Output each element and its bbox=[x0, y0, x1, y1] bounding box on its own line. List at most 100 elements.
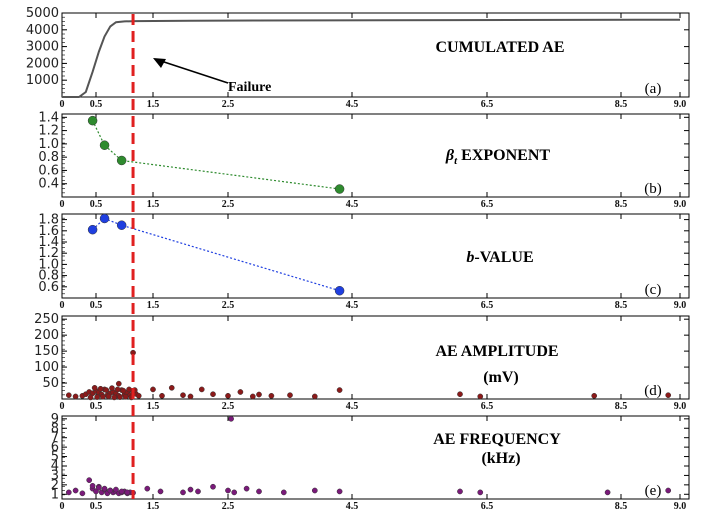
x-tick-label: 0.5 bbox=[90, 300, 103, 311]
y-tick-label: 1.0 bbox=[38, 257, 59, 272]
y-tick-label: 1 bbox=[51, 487, 59, 502]
x-tick-label: 8.5 bbox=[615, 300, 628, 311]
y-tick-label: 50 bbox=[42, 376, 59, 391]
y-tick-label: 4000 bbox=[26, 23, 59, 38]
data-point bbox=[311, 393, 318, 400]
data-point bbox=[79, 490, 86, 497]
data-point bbox=[144, 485, 151, 492]
y-tick-label: 250 bbox=[34, 312, 59, 327]
data-point bbox=[180, 392, 186, 399]
x-tick-label: 1.5 bbox=[147, 199, 160, 210]
data-point bbox=[93, 488, 99, 495]
data-point bbox=[187, 393, 194, 400]
data-point bbox=[117, 394, 123, 400]
data-point bbox=[457, 391, 463, 398]
data-point bbox=[477, 393, 484, 400]
y-tick-label: 1.6 bbox=[38, 224, 59, 239]
data-point bbox=[115, 380, 122, 387]
panel-unit: (mV) bbox=[483, 369, 519, 386]
x-tick-label: 2.5 bbox=[222, 199, 235, 210]
x-tick-label: 2.5 bbox=[222, 401, 235, 412]
y-tick-label: 200 bbox=[34, 328, 59, 343]
data-point bbox=[135, 392, 142, 399]
x-tick-label: 0.5 bbox=[90, 99, 103, 110]
data-point bbox=[72, 393, 79, 400]
data-point bbox=[109, 385, 115, 391]
plot-frame bbox=[61, 315, 690, 400]
data-point bbox=[87, 394, 94, 401]
plot-frame bbox=[61, 415, 690, 500]
y-tick-label: 3000 bbox=[26, 40, 59, 55]
series-line bbox=[62, 18, 681, 98]
data-point bbox=[87, 115, 98, 126]
data-point bbox=[477, 489, 484, 496]
y-tick-label: 2000 bbox=[26, 56, 59, 71]
y-tick-label: 1.4 bbox=[38, 110, 59, 125]
data-point bbox=[334, 184, 345, 194]
data-point bbox=[114, 386, 121, 393]
y-tick-label: 0.8 bbox=[38, 150, 59, 165]
x-tick-label: 4.5 bbox=[346, 401, 359, 412]
data-point bbox=[91, 384, 98, 391]
plot-frame bbox=[61, 113, 690, 198]
x-tick-label: 2.5 bbox=[222, 300, 235, 311]
data-point bbox=[243, 485, 250, 492]
data-point bbox=[237, 389, 244, 395]
data-point bbox=[195, 488, 201, 495]
panel-title: AE AMPLITUDE bbox=[435, 343, 558, 360]
y-tick-label: 8 bbox=[51, 421, 59, 436]
data-point bbox=[604, 489, 611, 496]
title-subscript: t bbox=[454, 155, 458, 167]
data-point bbox=[99, 393, 106, 400]
data-point bbox=[336, 387, 343, 393]
panel-title: CUMULATED AE bbox=[435, 39, 564, 56]
data-point bbox=[99, 140, 110, 150]
x-tick-label: 0.5 bbox=[90, 401, 103, 412]
data-point bbox=[280, 489, 287, 496]
y-tick-label: 0.8 bbox=[38, 269, 59, 284]
data-point bbox=[225, 392, 231, 399]
x-tick-label: 2.5 bbox=[222, 501, 235, 511]
y-tick-label: 5000 bbox=[26, 6, 59, 21]
data-point bbox=[249, 393, 256, 400]
panel-letter: (d) bbox=[644, 383, 662, 399]
data-point bbox=[225, 487, 231, 494]
data-point bbox=[210, 391, 216, 398]
panel-b: 1.41.21.00.80.60.40 0.5 1.5 2.5 4.5 6.5 8.5 9.0… bbox=[38, 110, 690, 210]
title-text: -VALUE bbox=[474, 249, 533, 266]
panel-c: 1.81.61.41.21.00.80.60 0.5 1.5 2.5 4.5 6.5 8.5… bbox=[38, 213, 690, 311]
panel-letter: (a) bbox=[645, 81, 662, 97]
panel-title: βt EXPONENT bbox=[445, 147, 550, 167]
y-tick-label: 7 bbox=[51, 431, 59, 446]
failure-label: Failure bbox=[228, 80, 271, 95]
data-point bbox=[101, 485, 108, 492]
y-tick-label: 3 bbox=[51, 468, 59, 483]
series-trend-line bbox=[92, 217, 340, 292]
data-point bbox=[336, 488, 343, 495]
data-point bbox=[89, 482, 96, 489]
x-tick-label: 9.0 bbox=[674, 401, 687, 412]
plot-frame bbox=[61, 12, 690, 98]
data-point bbox=[126, 386, 132, 393]
y-tick-label: 0.6 bbox=[38, 280, 59, 295]
x-tick-label: 0 bbox=[60, 401, 65, 412]
x-tick-label: 8.5 bbox=[615, 99, 628, 110]
data-point bbox=[287, 392, 293, 399]
data-point bbox=[180, 489, 186, 496]
title-italic: b bbox=[466, 249, 474, 266]
title-text: EXPONENT bbox=[457, 147, 550, 164]
x-tick-label: 1.5 bbox=[147, 99, 160, 110]
y-tick-label: 100 bbox=[34, 360, 59, 375]
y-tick-label: 150 bbox=[34, 344, 59, 359]
x-tick-label: 0.5 bbox=[90, 199, 103, 210]
data-point bbox=[122, 393, 129, 400]
data-point bbox=[105, 393, 112, 400]
y-tick-label: 2 bbox=[51, 478, 59, 493]
x-tick-label: 8.5 bbox=[615, 501, 628, 511]
y-tick-label: 6 bbox=[51, 440, 59, 455]
data-point bbox=[96, 484, 102, 491]
x-tick-label: 6.5 bbox=[481, 199, 494, 210]
data-point bbox=[97, 385, 104, 392]
